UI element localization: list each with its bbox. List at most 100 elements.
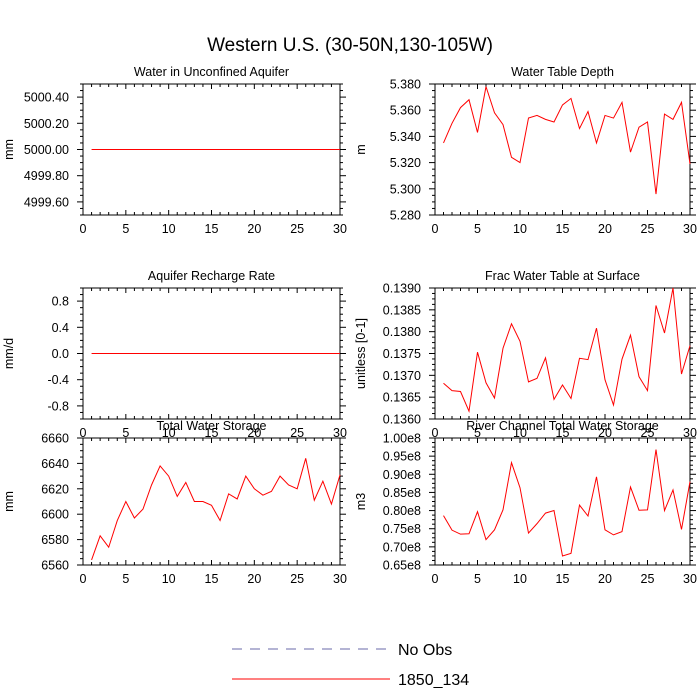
y-tick-label: 0.1380 bbox=[383, 325, 421, 339]
y-tick-label: 1.00e8 bbox=[383, 432, 421, 446]
y-tick-label: 0.1365 bbox=[383, 391, 421, 405]
x-tick-label: 25 bbox=[641, 222, 655, 236]
y-tick-label: 0.1360 bbox=[383, 413, 421, 427]
x-tick-label: 0 bbox=[80, 426, 87, 440]
y-tick-label: 0.0 bbox=[52, 347, 69, 361]
y-axis-label: mm/d bbox=[2, 338, 16, 369]
x-tick-label: 10 bbox=[513, 426, 527, 440]
x-tick-label: 0 bbox=[432, 222, 439, 236]
y-tick-label: 5.380 bbox=[390, 78, 421, 92]
y-tick-label: 6600 bbox=[41, 508, 69, 522]
x-tick-label: 10 bbox=[162, 572, 176, 586]
y-axis-label: m3 bbox=[354, 493, 368, 510]
chart-panel: Aquifer Recharge Rate 0 5 10 15 20 25 30 -0.8 -0.… bbox=[2, 269, 347, 440]
x-tick-label: 0 bbox=[80, 572, 87, 586]
x-tick-label: 0 bbox=[432, 572, 439, 586]
x-tick-label: 5 bbox=[122, 426, 129, 440]
x-tick-label: 0 bbox=[432, 426, 439, 440]
x-tick-label: 20 bbox=[598, 222, 612, 236]
legend-label-1850-134: 1850_134 bbox=[398, 672, 469, 689]
y-tick-label: 0.1375 bbox=[383, 347, 421, 361]
y-tick-label: 6640 bbox=[41, 457, 69, 471]
y-tick-label: 0.95e8 bbox=[383, 450, 421, 464]
x-tick-label: 15 bbox=[556, 572, 570, 586]
x-tick-label: 5 bbox=[122, 572, 129, 586]
x-tick-label: 5 bbox=[474, 572, 481, 586]
plot-frame bbox=[434, 437, 691, 566]
x-tick-label: 25 bbox=[290, 572, 304, 586]
x-tick-label: 20 bbox=[247, 572, 261, 586]
series-line bbox=[443, 86, 691, 195]
legend: No Obs 1850_134 bbox=[232, 642, 469, 689]
y-axis-label: mm bbox=[2, 139, 16, 160]
y-tick-label: -0.4 bbox=[47, 373, 69, 387]
x-tick-label: 15 bbox=[205, 572, 219, 586]
plot-frame bbox=[434, 287, 691, 420]
x-tick-label: 5 bbox=[474, 426, 481, 440]
x-tick-label: 25 bbox=[290, 426, 304, 440]
plot-frame bbox=[82, 437, 341, 566]
legend-label-no-obs: No Obs bbox=[398, 642, 452, 659]
x-tick-label: 10 bbox=[513, 222, 527, 236]
chart-panel: River Channel Total Water Storage 0 5 10 15 2… bbox=[354, 419, 697, 586]
series-line bbox=[91, 458, 341, 561]
y-tick-label: 5.340 bbox=[390, 130, 421, 144]
x-tick-label: 15 bbox=[556, 222, 570, 236]
chart-panel: Water Table Depth 0 5 10 15 20 25 30 5.280 5.300 5… bbox=[354, 65, 697, 236]
x-tick-label: 15 bbox=[205, 222, 219, 236]
x-tick-label: 10 bbox=[162, 222, 176, 236]
y-tick-label: 5.300 bbox=[390, 182, 421, 196]
x-tick-label: 5 bbox=[122, 222, 129, 236]
x-tick-label: 30 bbox=[683, 572, 697, 586]
x-tick-label: 25 bbox=[290, 222, 304, 236]
series-line bbox=[443, 449, 691, 557]
y-tick-label: 4999.60 bbox=[24, 195, 69, 209]
y-axis-label: unitless [0-1] bbox=[354, 318, 368, 389]
y-tick-label: 6580 bbox=[41, 533, 69, 547]
chart-panel: Frac Water Table at Surface 0 5 10 15 20 25 30 0… bbox=[354, 269, 697, 440]
panel-title: Aquifer Recharge Rate bbox=[148, 269, 275, 283]
y-tick-label: 0.80e8 bbox=[383, 504, 421, 518]
series-line bbox=[443, 287, 691, 413]
y-tick-label: 5000.40 bbox=[24, 91, 69, 105]
y-tick-label: 5.360 bbox=[390, 104, 421, 118]
y-axis-label: m bbox=[354, 144, 368, 154]
y-tick-label: 0.1385 bbox=[383, 303, 421, 317]
y-tick-label: 0.90e8 bbox=[383, 468, 421, 482]
x-tick-label: 15 bbox=[205, 426, 219, 440]
x-tick-label: 30 bbox=[683, 222, 697, 236]
x-tick-label: 30 bbox=[333, 572, 347, 586]
x-tick-label: 20 bbox=[598, 572, 612, 586]
y-tick-label: 5.280 bbox=[390, 209, 421, 223]
x-tick-label: 30 bbox=[333, 426, 347, 440]
x-tick-label: 30 bbox=[333, 222, 347, 236]
x-tick-label: 30 bbox=[683, 426, 697, 440]
panel-title: River Channel Total Water Storage bbox=[466, 419, 659, 433]
chart-panel: Total Water Storage 0 5 10 15 20 25 30 6560 6580 6… bbox=[2, 419, 347, 586]
x-tick-label: 15 bbox=[556, 426, 570, 440]
panel-title: Water Table Depth bbox=[511, 65, 614, 79]
x-tick-label: 20 bbox=[247, 426, 261, 440]
panel-title: Total Water Storage bbox=[156, 419, 266, 433]
x-tick-label: 20 bbox=[247, 222, 261, 236]
y-tick-label: 6660 bbox=[41, 432, 69, 446]
y-tick-label: 0.1370 bbox=[383, 369, 421, 383]
x-tick-label: 25 bbox=[641, 426, 655, 440]
y-tick-label: 5.320 bbox=[390, 156, 421, 170]
y-tick-label: 5000.00 bbox=[24, 143, 69, 157]
x-tick-label: 10 bbox=[162, 426, 176, 440]
y-tick-label: 6620 bbox=[41, 482, 69, 496]
y-tick-label: 0.65e8 bbox=[383, 559, 421, 573]
y-tick-label: 5000.20 bbox=[24, 117, 69, 131]
x-tick-label: 20 bbox=[598, 426, 612, 440]
y-tick-label: 0.70e8 bbox=[383, 540, 421, 554]
y-tick-label: -0.8 bbox=[47, 399, 69, 413]
y-tick-label: 0.1390 bbox=[383, 282, 421, 296]
x-tick-label: 0 bbox=[80, 222, 87, 236]
chart-panel: Water in Unconfined Aquifer 0 5 10 15 20 25 30 4… bbox=[2, 65, 347, 236]
panel-title: Frac Water Table at Surface bbox=[485, 269, 640, 283]
y-axis-label: mm bbox=[2, 491, 16, 512]
y-tick-label: 0.85e8 bbox=[383, 486, 421, 500]
